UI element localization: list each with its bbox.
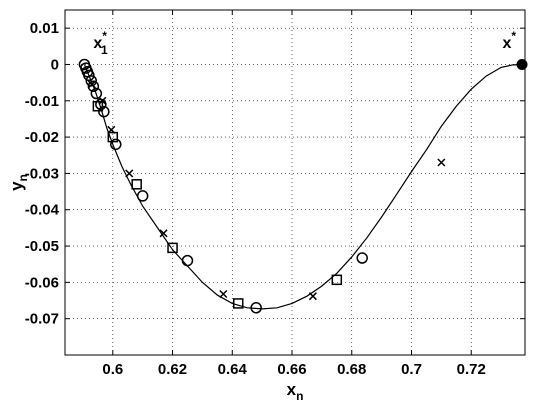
y-tick-label: -0.03: [25, 165, 59, 182]
y-tick-label: -0.01: [25, 93, 59, 110]
plot-frame: [64, 9, 526, 356]
x-tick-label: 0.7: [401, 361, 422, 378]
square-marker: [107, 131, 119, 143]
x-tick-label: 0.6: [102, 361, 123, 378]
circle-marker: [98, 105, 110, 118]
circle-marker: [110, 138, 122, 151]
y-tick-label: -0.07: [25, 311, 59, 328]
circle-marker: [83, 69, 95, 82]
data-curve: [83, 63, 523, 310]
ticks: [65, 10, 525, 355]
x-tick-label: 0.62: [158, 361, 187, 378]
cross-marker: [219, 289, 228, 299]
y-tick-label: -0.06: [25, 274, 59, 291]
circle-marker: [87, 80, 100, 93]
cross-marker: [87, 80, 96, 89]
x-tick-label: 0.64: [218, 361, 248, 378]
square-marker: [232, 298, 244, 309]
circle-marker: [250, 302, 262, 314]
circle-marker: [136, 190, 149, 202]
annotation-label: x*: [502, 29, 516, 52]
x-tick-label: 0.68: [337, 361, 366, 378]
y-axis-label: yn: [7, 174, 30, 191]
y-tick-label: 0: [51, 56, 59, 73]
square-marker: [131, 179, 142, 190]
y-tick-label: -0.02: [25, 129, 59, 146]
square-marker: [331, 274, 343, 286]
circle-marker: [181, 254, 194, 267]
y-tick-label: -0.05: [25, 238, 59, 255]
square-marker: [92, 100, 104, 112]
cross-marker: [308, 292, 317, 301]
annotations: x* 1 x*: [93, 29, 516, 57]
annotation-label: x* 1: [93, 29, 108, 57]
cross-marker: [437, 158, 446, 167]
grid: [65, 10, 525, 355]
circle-marker: [356, 252, 368, 264]
y-tick-label: 0.01: [30, 20, 59, 37]
axis-labels: xn yn: [7, 174, 303, 403]
circle-marker: [90, 87, 103, 100]
x-tick-label: 0.72: [457, 361, 486, 378]
cross-marker: [159, 229, 168, 238]
y-tick-label: -0.04: [25, 202, 60, 219]
x-axis-label: xn: [287, 380, 304, 403]
tick-labels: 0.6 0.62 0.64 0.66 0.68 0.7 0.72 0.01 0 -0.01 -0.0…: [25, 20, 486, 378]
markers: [78, 58, 528, 314]
x-tick-label: 0.66: [277, 361, 306, 378]
cross-marker: [125, 169, 134, 178]
cross-marker: [107, 125, 116, 134]
cross-marker: [98, 96, 107, 105]
square-marker: [167, 242, 178, 254]
endpoint-marker: [516, 58, 528, 70]
